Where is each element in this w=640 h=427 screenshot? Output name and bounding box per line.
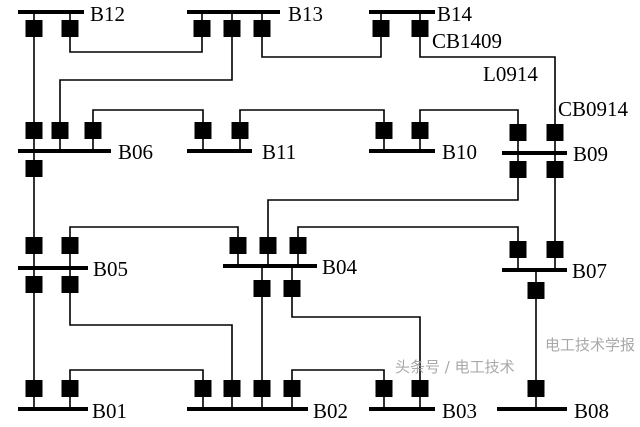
watermark-line2: 头条号 / 电工技术	[395, 358, 515, 376]
circuit-breaker[interactable]	[253, 280, 271, 297]
bus-label-b12: B12	[90, 2, 125, 26]
circuit-breaker[interactable]	[61, 237, 79, 254]
bus-label-b07: B07	[572, 259, 607, 283]
circuit-breaker[interactable]	[527, 380, 545, 397]
circuit-breaker[interactable]	[411, 380, 429, 397]
bus-label-b04: B04	[322, 255, 358, 279]
watermark-line1: 电工技术学报	[545, 336, 635, 354]
busbars	[18, 10, 567, 411]
bus-label-b14: B14	[437, 2, 473, 26]
circuit-breaker[interactable]	[372, 20, 390, 37]
transmission-line	[69, 268, 233, 409]
circuit-breaker[interactable]	[527, 282, 545, 299]
bus-label-b09: B09	[573, 142, 608, 166]
circuit-breaker[interactable]	[61, 20, 79, 37]
watermark: 电工技术学报 头条号 / 电工技术	[395, 336, 635, 376]
bus-label-b01: B01	[92, 399, 127, 423]
circuit-breaker[interactable]	[259, 237, 277, 254]
circuit-breaker[interactable]	[193, 20, 211, 37]
bus-label-b10: B10	[442, 140, 477, 164]
circuit-breaker[interactable]	[546, 241, 564, 258]
bus-label-b02: B02	[313, 399, 348, 423]
circuit-breaker[interactable]	[546, 161, 564, 178]
circuit-breaker[interactable]	[223, 380, 241, 397]
circuit-breaker[interactable]	[253, 380, 271, 397]
circuit-breakers	[25, 20, 564, 397]
bus-label-b08: B08	[574, 399, 609, 423]
circuit-breaker[interactable]	[375, 380, 393, 397]
circuit-breaker[interactable]	[253, 20, 271, 37]
circuit-breaker[interactable]	[229, 237, 247, 254]
transmission-line	[69, 369, 204, 409]
circuit-breaker[interactable]	[25, 380, 43, 397]
circuit-breaker[interactable]	[283, 280, 301, 297]
circuit-breaker[interactable]	[411, 122, 429, 139]
circuit-breaker[interactable]	[231, 122, 249, 139]
bus-label-b06: B06	[118, 140, 153, 164]
circuit-breaker[interactable]	[61, 380, 79, 397]
circuit-breaker[interactable]	[194, 122, 212, 139]
circuit-breaker[interactable]	[61, 276, 79, 293]
transmission-line	[291, 266, 421, 409]
breaker-label-cb1409: CB1409	[432, 29, 502, 53]
circuit-breaker[interactable]	[51, 122, 69, 139]
circuit-breaker[interactable]	[283, 380, 301, 397]
circuit-breaker[interactable]	[546, 124, 564, 141]
connection-lines	[33, 12, 556, 409]
bus-label-b13: B13	[288, 2, 323, 26]
circuit-breaker[interactable]	[84, 122, 102, 139]
circuit-breaker[interactable]	[25, 122, 43, 139]
circuit-breaker[interactable]	[194, 380, 212, 397]
bus-label-b11: B11	[262, 140, 296, 164]
bus-label-b03: B03	[442, 399, 477, 423]
circuit-breaker[interactable]	[25, 160, 43, 177]
circuit-breaker[interactable]	[25, 276, 43, 293]
circuit-breaker[interactable]	[509, 161, 527, 178]
circuit-breaker[interactable]	[25, 20, 43, 37]
line-label-l0914: L0914	[483, 62, 538, 86]
circuit-breaker[interactable]	[509, 124, 527, 141]
breaker-label-cb0914: CB0914	[558, 97, 629, 121]
circuit-breaker[interactable]	[411, 20, 429, 37]
circuit-breaker[interactable]	[223, 20, 241, 37]
circuit-breaker[interactable]	[289, 237, 307, 254]
circuit-breaker[interactable]	[375, 122, 393, 139]
circuit-breaker[interactable]	[25, 237, 43, 254]
bus-label-b05: B05	[93, 257, 128, 281]
circuit-breaker[interactable]	[509, 241, 527, 258]
transmission-line	[59, 12, 233, 151]
labels: B12 B13 B14 CB1409 L0914 CB0914 B06 B11 …	[90, 2, 629, 423]
